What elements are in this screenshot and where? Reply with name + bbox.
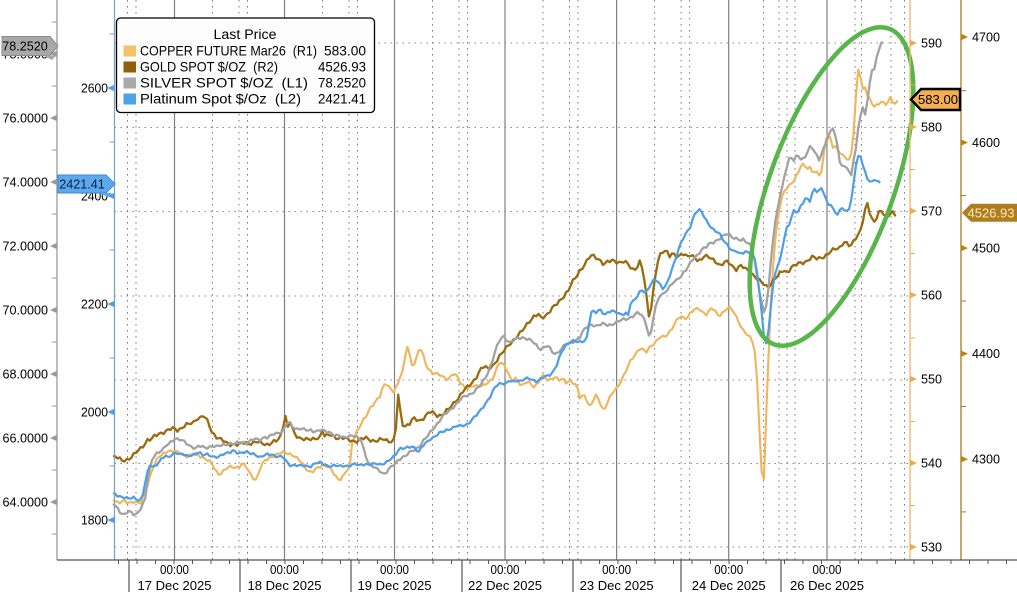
svg-text:2200: 2200: [81, 297, 108, 312]
svg-text:66.0000: 66.0000: [3, 431, 49, 446]
svg-text:17 Dec 2025: 17 Dec 2025: [138, 578, 212, 592]
svg-text:590: 590: [921, 36, 942, 51]
svg-text:570: 570: [921, 204, 942, 219]
svg-text:78.2520: 78.2520: [2, 39, 48, 54]
svg-text:4400: 4400: [972, 346, 1000, 361]
svg-text:68.0000: 68.0000: [3, 367, 49, 382]
svg-text:2421.41: 2421.41: [59, 177, 105, 192]
svg-text:583.00: 583.00: [918, 92, 958, 107]
svg-text:76.0000: 76.0000: [3, 111, 49, 126]
svg-text:Platinum Spot $/Oz (L2): Platinum Spot $/Oz (L2): [140, 92, 301, 107]
svg-text:74.0000: 74.0000: [3, 175, 49, 190]
svg-text:560: 560: [921, 288, 942, 303]
svg-text:2000: 2000: [81, 405, 108, 420]
svg-text:1800: 1800: [81, 513, 108, 528]
svg-text:583.00: 583.00: [324, 44, 366, 59]
svg-text:540: 540: [921, 456, 942, 471]
svg-text:4500: 4500: [972, 241, 1000, 256]
svg-text:2600: 2600: [81, 81, 108, 96]
svg-text:72.0000: 72.0000: [3, 239, 49, 254]
svg-text:00:00: 00:00: [602, 562, 631, 577]
svg-text:4526.93: 4526.93: [968, 205, 1015, 220]
svg-text:GOLD SPOT $/OZ (R2): GOLD SPOT $/OZ (R2): [140, 60, 278, 75]
svg-text:4700: 4700: [972, 30, 1000, 45]
svg-text:Last Price: Last Price: [214, 27, 277, 43]
svg-text:70.0000: 70.0000: [3, 303, 49, 318]
svg-text:00:00: 00:00: [380, 562, 409, 577]
svg-text:26 Dec 2025: 26 Dec 2025: [790, 578, 864, 592]
svg-text:00:00: 00:00: [714, 562, 743, 577]
svg-text:00:00: 00:00: [491, 562, 520, 577]
svg-text:580: 580: [921, 120, 942, 135]
svg-text:530: 530: [921, 540, 942, 555]
svg-text:78.2520: 78.2520: [318, 76, 366, 91]
svg-text:550: 550: [921, 372, 942, 387]
svg-text:19 Dec 2025: 19 Dec 2025: [358, 578, 432, 592]
svg-text:24 Dec 2025: 24 Dec 2025: [692, 578, 766, 592]
svg-text:SILVER SPOT $/OZ (L1): SILVER SPOT $/OZ (L1): [140, 76, 308, 91]
svg-text:COPPER FUTURE Mar26 (R1): COPPER FUTURE Mar26 (R1): [140, 44, 317, 59]
svg-text:00:00: 00:00: [270, 562, 299, 577]
svg-text:22 Dec 2025: 22 Dec 2025: [468, 578, 542, 592]
svg-text:4600: 4600: [972, 135, 1000, 150]
svg-text:00:00: 00:00: [160, 562, 189, 577]
svg-text:18 Dec 2025: 18 Dec 2025: [248, 578, 322, 592]
svg-text:00:00: 00:00: [813, 562, 842, 577]
svg-text:4526.93: 4526.93: [318, 60, 366, 75]
svg-text:23 Dec 2025: 23 Dec 2025: [580, 578, 654, 592]
svg-text:2421.41: 2421.41: [318, 92, 366, 107]
svg-text:64.0000: 64.0000: [3, 495, 49, 510]
svg-text:4300: 4300: [972, 452, 1000, 467]
